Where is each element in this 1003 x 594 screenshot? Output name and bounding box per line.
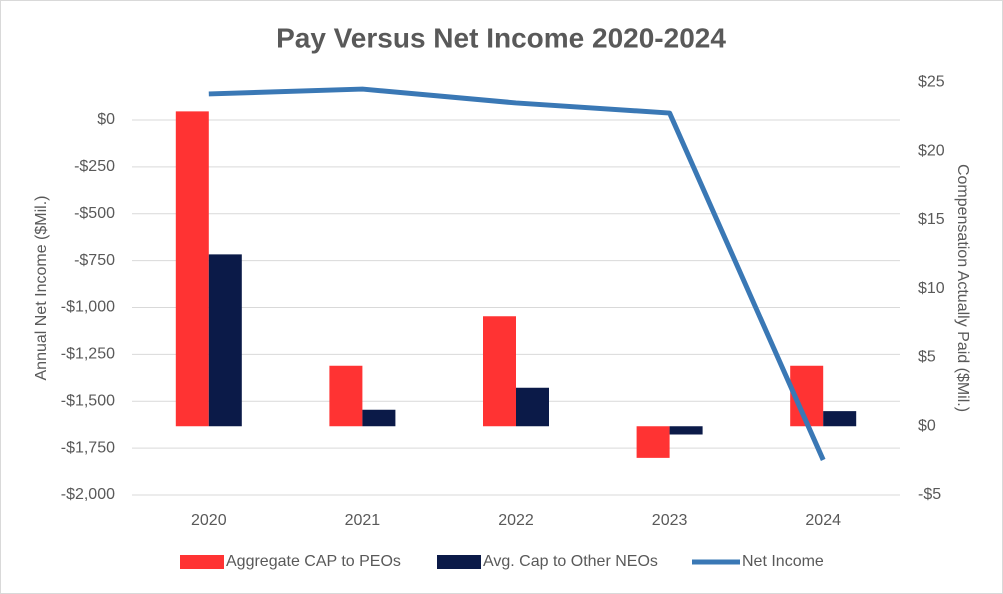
bar xyxy=(208,254,242,427)
y-tick-label: -$500 xyxy=(74,205,115,222)
y-tick-label: -$1,250 xyxy=(61,346,115,363)
bar xyxy=(175,111,209,427)
x-tick-label: 2024 xyxy=(805,512,841,529)
y2-tick-label: $5 xyxy=(918,349,936,366)
legend-swatch xyxy=(180,555,224,569)
bar xyxy=(329,365,363,427)
y-tick-label: -$750 xyxy=(74,252,115,269)
legend-label: Net Income xyxy=(742,553,824,570)
x-tick-label: 2023 xyxy=(652,512,688,529)
y2-tick-label: -$5 xyxy=(918,486,941,503)
y2-tick-label: $10 xyxy=(918,280,945,297)
x-tick-label: 2022 xyxy=(498,512,534,529)
bar xyxy=(483,316,516,427)
y-tick-label: -$1,500 xyxy=(61,392,115,409)
legend-label: Avg. Cap to Other NEOs xyxy=(483,553,658,570)
y-tick-label: -$250 xyxy=(74,158,115,175)
bar xyxy=(362,409,396,427)
y-tick-label: -$2,000 xyxy=(61,486,115,503)
y-tick-label: $0 xyxy=(97,111,115,128)
bar xyxy=(669,426,703,435)
legend-swatch xyxy=(437,555,481,569)
y-tick-label: -$1,750 xyxy=(61,439,115,456)
y2-tick-label: $0 xyxy=(918,417,936,434)
bar xyxy=(823,411,857,427)
x-tick-label: 2020 xyxy=(191,512,227,529)
y2-axis-title: Compensation Actually Paid ($Mil.) xyxy=(954,164,971,412)
y2-tick-label: $15 xyxy=(918,211,945,228)
y-tick-label: -$1,000 xyxy=(61,299,115,316)
y2-tick-label: $25 xyxy=(918,74,945,91)
y2-tick-label: $20 xyxy=(918,142,945,159)
x-tick-label: 2021 xyxy=(345,512,381,529)
chart-title: Pay Versus Net Income 2020-2024 xyxy=(276,22,726,53)
line xyxy=(208,86,826,461)
bar xyxy=(636,426,670,458)
bar xyxy=(516,387,549,427)
y-axis-title: Annual Net Income ($Mil.) xyxy=(33,196,50,381)
legend-label: Aggregate CAP to PEOs xyxy=(226,553,401,570)
